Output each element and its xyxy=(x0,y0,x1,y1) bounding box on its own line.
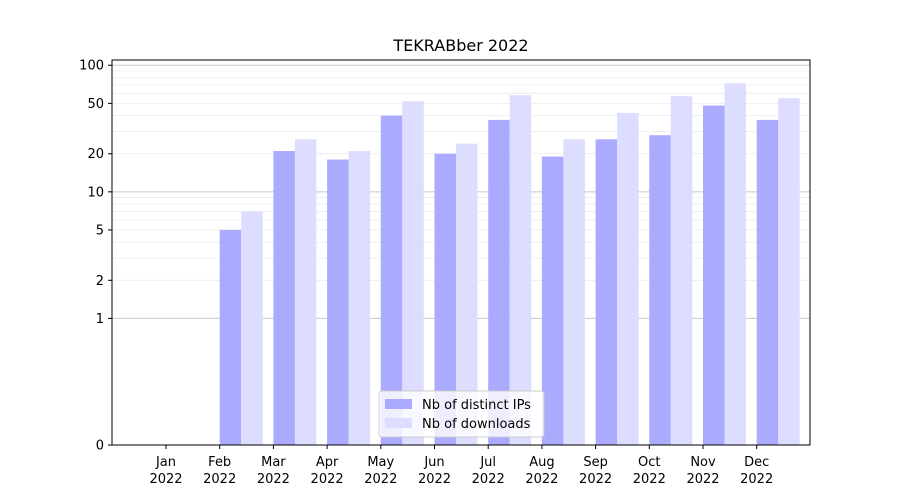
x-tick-label-year: 2022 xyxy=(311,472,344,487)
x-tick-label-month: Jun xyxy=(423,455,444,470)
bar-distinct-ips xyxy=(380,115,403,445)
y-tick-label: 2 xyxy=(96,274,104,289)
bar-distinct-ips xyxy=(327,159,349,445)
bar-distinct-ips xyxy=(541,156,564,446)
legend-label: Nb of downloads xyxy=(422,417,531,432)
x-tick-label-month: Dec xyxy=(744,455,769,470)
legend-box xyxy=(378,390,545,438)
bar-downloads xyxy=(563,139,585,445)
bar-distinct-ips xyxy=(273,151,295,445)
bar-layer xyxy=(219,83,800,446)
bar-distinct-ips xyxy=(488,119,510,445)
bar-downloads xyxy=(348,151,371,445)
x-tick-label-month: May xyxy=(367,455,394,470)
bar-distinct-ips xyxy=(434,153,456,446)
x-tick-label-month: Jan xyxy=(155,455,176,470)
bar-downloads xyxy=(456,143,478,445)
x-tick-label-month: Feb xyxy=(208,455,231,470)
y-tick-label: 0 xyxy=(96,439,104,454)
x-tick-label-year: 2022 xyxy=(364,472,397,487)
x-tick-label-year: 2022 xyxy=(633,472,666,487)
x-tick-label-month: Aug xyxy=(529,455,554,470)
chart-title: TEKRABber 2022 xyxy=(392,36,528,55)
x-tick-label-month: Nov xyxy=(690,455,716,470)
y-tick-label: 10 xyxy=(87,185,104,200)
bar-distinct-ips xyxy=(595,139,618,445)
bar-downloads xyxy=(509,95,532,445)
x-tick-label-month: Mar xyxy=(261,455,286,470)
x-tick-label-year: 2022 xyxy=(203,472,236,487)
bar-distinct-ips xyxy=(756,119,779,445)
x-tick-label-year: 2022 xyxy=(418,472,451,487)
bar-downloads xyxy=(670,96,693,446)
legend-label: Nb of distinct IPs xyxy=(422,398,531,413)
x-axis: Jan 2022 Feb 2022 Mar 2022 Apr 2022 May 2022 Jun 20… xyxy=(149,445,773,487)
bar-distinct-ips xyxy=(703,105,725,446)
plot-frame xyxy=(111,59,811,446)
y-tick-label: 20 xyxy=(87,147,104,162)
x-tick-label-year: 2022 xyxy=(740,472,773,487)
y-axis: 0 1 2 5 10 20 50 100 xyxy=(79,59,112,454)
bar-downloads xyxy=(241,211,263,445)
legend-swatch xyxy=(385,418,412,428)
x-tick-label-year: 2022 xyxy=(686,472,719,487)
bar-downloads xyxy=(778,98,800,445)
y-tick-label: 5 xyxy=(96,223,104,238)
bar-distinct-ips xyxy=(219,229,242,445)
x-tick-label-month: Jul xyxy=(479,455,496,470)
bar-downloads xyxy=(294,139,317,445)
y-tick-label: 100 xyxy=(79,59,104,74)
x-tick-label-month: Oct xyxy=(638,455,660,470)
x-tick-label-month: Sep xyxy=(583,455,608,470)
legend-swatch xyxy=(385,399,412,409)
y-tick-label: 50 xyxy=(87,97,104,112)
legend: Nb of distinct IPs Nb of downloads xyxy=(378,390,545,438)
x-tick-label-year: 2022 xyxy=(525,472,558,487)
x-tick-label-year: 2022 xyxy=(257,472,290,487)
x-tick-label-year: 2022 xyxy=(149,472,182,487)
bar-distinct-ips xyxy=(649,135,671,445)
bar-downloads xyxy=(402,101,424,446)
bar-downloads xyxy=(617,112,639,446)
bar-downloads xyxy=(724,83,746,445)
x-tick-label-year: 2022 xyxy=(579,472,612,487)
x-tick-label-month: Apr xyxy=(316,455,339,470)
x-tick-label-year: 2022 xyxy=(472,472,505,487)
y-tick-label: 1 xyxy=(96,312,104,327)
